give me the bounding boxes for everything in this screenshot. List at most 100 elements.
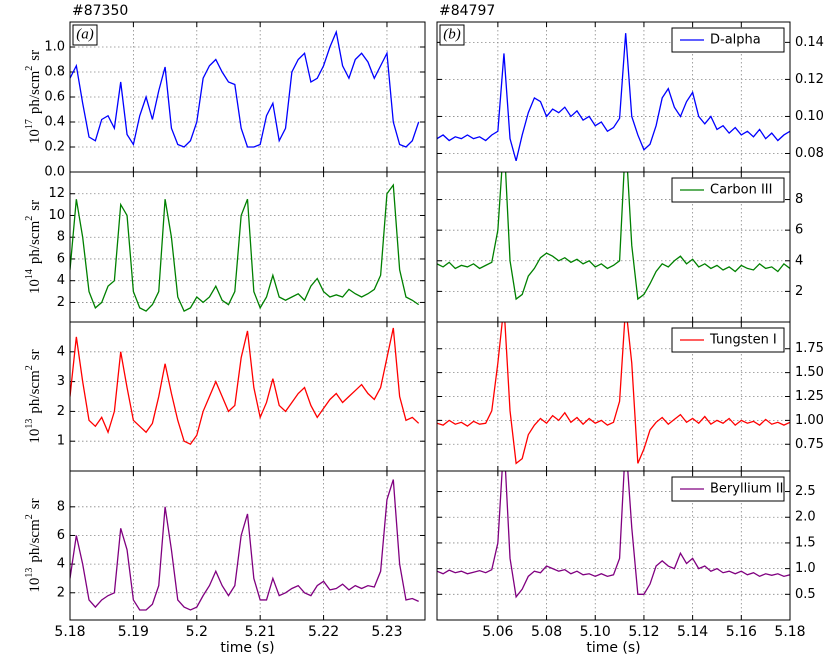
y-label-part: sr [27,349,43,360]
y-tick-label: 8 [57,499,65,514]
y-tick-label: 10 [48,208,65,223]
panel: 0.75 1.00 1.25 1.50 1.75 Tungsten I [436,321,824,472]
panel: 0.08 0.10 0.12 0.14 D-alpha #84797 (b) [436,3,824,173]
legend-label: Beryllium II [710,482,784,497]
data-line [70,479,419,611]
y-tick-label: 0.5 [795,587,816,602]
x-tick-label: 5.06 [482,624,513,640]
x-tick-label: 5.18 [54,624,85,640]
panel: 0.0 0.2 0.4 0.6 0.8 1.0 #87350 (a) 1017 ph/scm2 sr [24,3,426,180]
plot-frame [436,470,791,621]
y-tick-label: 3 [57,374,65,389]
y-label-part: 2 [24,514,35,519]
y-tick-label: 2 [795,284,803,299]
data-line [437,471,790,599]
y-tick-label: 1.0 [795,561,816,576]
y-tick-label: 0.10 [795,109,824,124]
x-tick-label: 5.08 [531,624,562,640]
legend: Beryllium II [671,476,785,502]
y-tick-label: 4 [795,253,803,268]
legend: D-alpha [671,27,785,53]
x-tick-label: 5.23 [371,624,402,640]
y-label-part: sr [27,50,43,61]
legend-label: D-alpha [710,33,761,48]
y-tick-label: 2.0 [795,510,816,525]
panel-label: (b) [443,26,461,42]
y-tick-label: 2.5 [795,484,816,499]
y-tick-label: 0.2 [44,140,65,155]
x-tick-label: 5.10 [580,624,611,640]
x-tick-label: 5.16 [726,624,757,640]
y-label-part: ph/scm [27,370,43,414]
y-label-part: 2 [24,365,35,370]
y-tick-label: 1.0 [44,40,65,55]
y-tick-label: 8 [57,230,65,245]
y-tick-label: 0.8 [44,65,65,80]
y-label-part: 10 [27,279,43,294]
y-tick-label: 4 [57,273,65,288]
y-tick-label: 0.6 [44,90,65,105]
y-tick-label: 6 [57,528,65,543]
y-tick-label: 8 [795,192,803,207]
panel-title: #84797 [439,3,495,19]
legend-box [671,177,785,203]
y-label-part: ph/scm [27,220,43,264]
y-tick-label: 0.12 [795,72,824,87]
y-tick-label: 4 [57,344,65,359]
legend: Tungsten I [671,327,785,353]
panel-label: (a) [76,26,94,42]
y-tick-label: 0.14 [795,35,824,50]
y-label-part: 14 [24,269,35,279]
y-tick-label: 0.4 [44,115,65,130]
y-tick-label: 0.75 [795,437,824,452]
y-tick-label: 1.00 [795,413,824,428]
legend: Carbon III [671,177,785,203]
y-tick-label: 2 [57,585,65,600]
x-tick-label: 5.12 [628,624,659,640]
data-line [70,29,420,148]
y-label-part: 17 [24,119,35,129]
y-axis-label: 1014 ph/scm2 sr [24,200,43,294]
y-axis-label: 1013 ph/scm2 sr [24,498,43,592]
x-axis-label: time (s) [586,640,640,656]
y-tick-label: 4 [57,557,65,572]
data-line [437,172,790,301]
y-tick-label: 1.75 [795,341,824,356]
panel: 5.18 5.19 5.2 5.21 5.22 5.23 2 4 6 8 time (s) 1013 p… [24,470,426,656]
y-axis-label: 1017 ph/scm2 sr [24,50,43,144]
y-label-part: 13 [24,419,35,429]
y-tick-label: 12 [48,186,65,201]
y-label-part: 10 [27,429,43,444]
y-tick-label: 0.08 [795,146,824,161]
y-label-part: 13 [24,568,35,578]
y-tick-label: 2 [57,404,65,419]
y-tick-label: 2 [57,295,65,310]
plot-frame [69,171,426,323]
data-line [70,327,420,445]
y-tick-label: 6 [795,223,803,238]
x-tick-label: 5.19 [118,624,149,640]
y-tick-label: 1.5 [795,535,816,550]
x-axis-label: time (s) [220,640,274,656]
panel-label-box [72,24,98,46]
y-tick-label: 1.50 [795,365,824,380]
y-label-part: 10 [27,129,43,144]
legend-label: Tungsten I [709,333,777,348]
y-axis-label: 1013 ph/scm2 sr [24,349,43,443]
y-tick-label: 0.0 [44,165,65,180]
y-label-part: sr [27,498,43,509]
y-label-part: ph/scm [27,519,43,563]
y-label-part: ph/scm [27,70,43,114]
y-label-part: 10 [27,578,43,593]
x-tick-label: 5.18 [774,624,805,640]
x-tick-label: 5.21 [245,624,276,640]
y-tick-label: 1 [57,434,65,449]
y-label-part: 2 [24,66,35,71]
y-tick-label: 6 [57,251,65,266]
y-label-part: sr [27,200,43,211]
data-line [437,322,790,465]
y-label-part: 2 [24,216,35,221]
